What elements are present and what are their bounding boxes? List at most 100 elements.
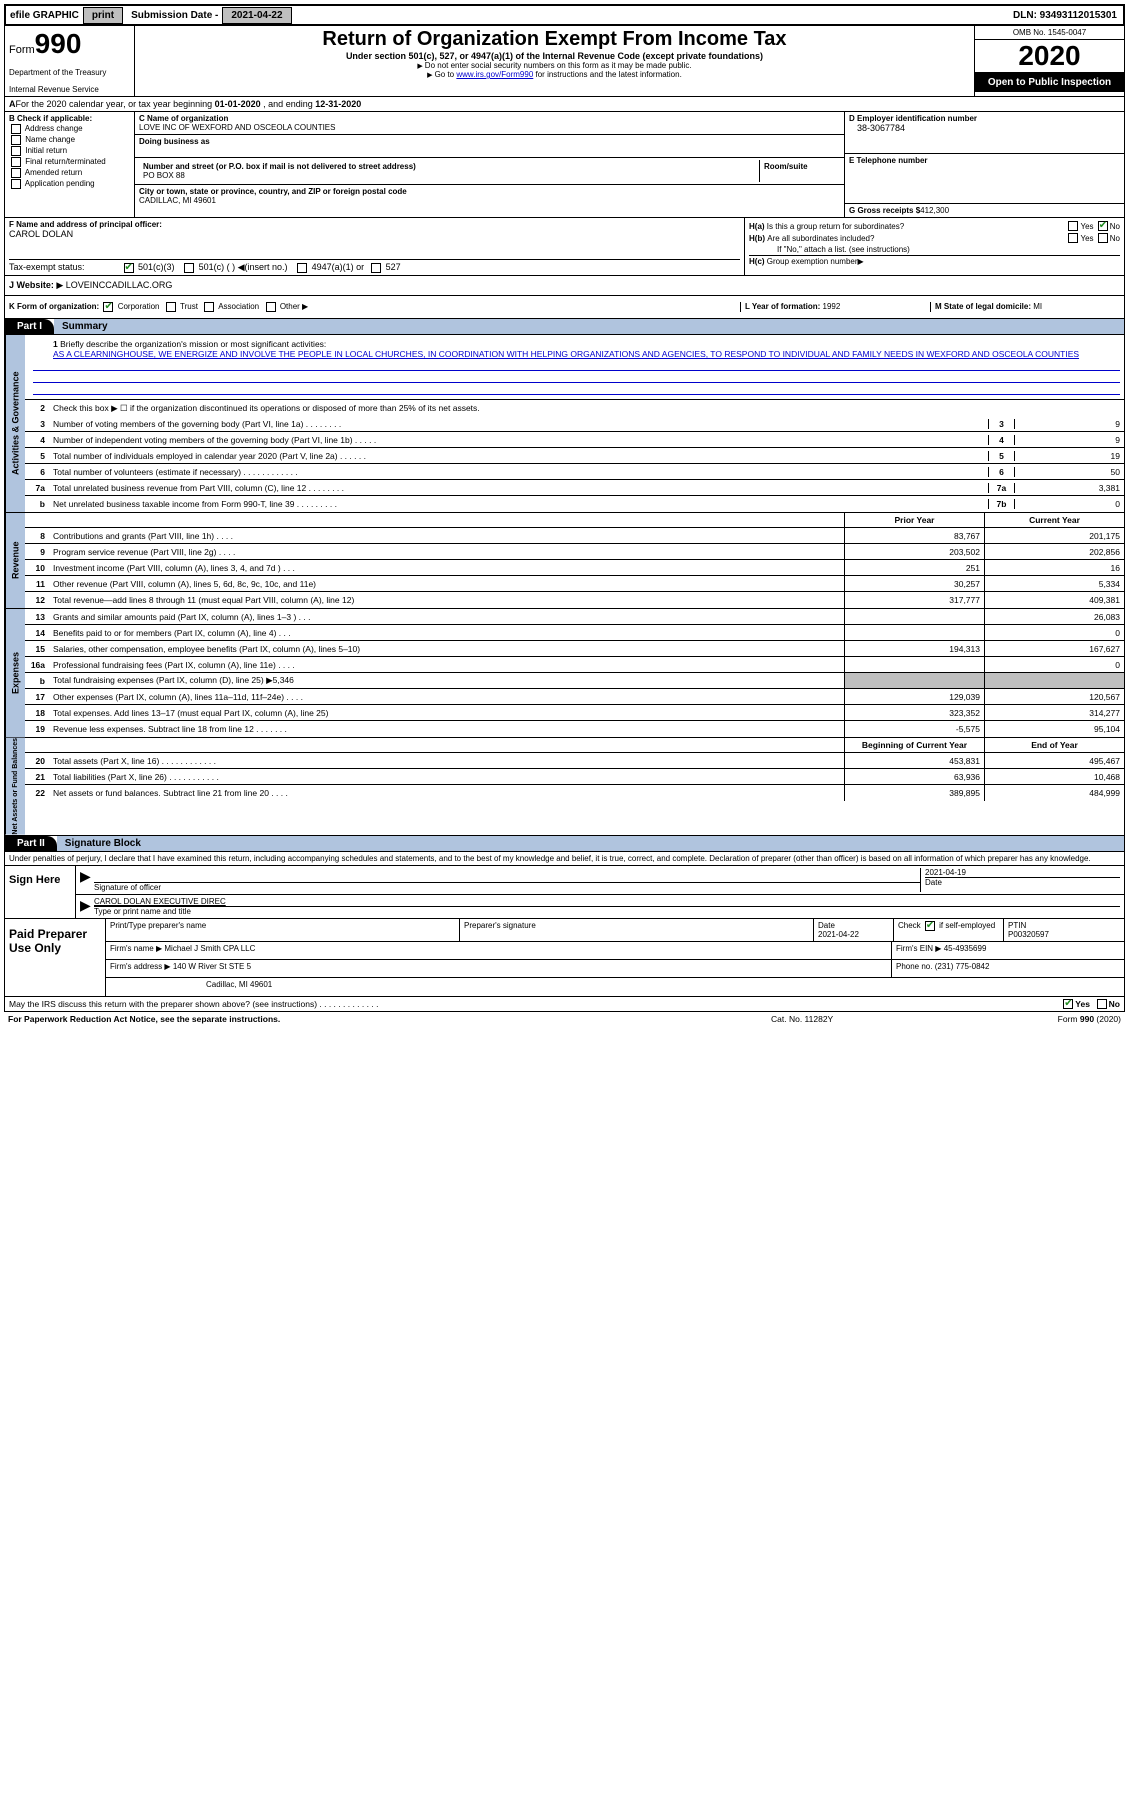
irs-label: Internal Revenue Service xyxy=(9,85,130,94)
street-cell: Number and street (or P.O. box if mail i… xyxy=(135,158,844,185)
tax-year: 2020 xyxy=(975,40,1124,73)
checkbox-icon[interactable] xyxy=(11,146,21,156)
current-year-val: 26,083 xyxy=(984,609,1124,624)
prep-print-label: Print/Type preparer's name xyxy=(106,919,460,941)
line-desc: Total unrelated business revenue from Pa… xyxy=(49,481,988,495)
checkbox-icon[interactable] xyxy=(11,124,21,134)
checkbox-icon[interactable] xyxy=(371,263,381,273)
arrow-icon: ▶ xyxy=(80,868,94,892)
summary-line: 4Number of independent voting members of… xyxy=(25,432,1124,448)
prep-row-4: Cadillac, MI 49601 xyxy=(106,978,1124,996)
line-desc: Net unrelated business taxable income fr… xyxy=(49,497,988,511)
line-num: 17 xyxy=(25,689,49,704)
dln-label: DLN: 93493112015301 xyxy=(1013,10,1123,21)
irs-link[interactable]: www.irs.gov/Form990 xyxy=(456,70,533,79)
website-cell: J Website: ▶ LOVEINCCADILLAC.ORG xyxy=(5,276,1124,295)
checkbox-icon[interactable] xyxy=(11,179,21,189)
print-button[interactable]: print xyxy=(83,7,123,24)
current-year-val: 120,567 xyxy=(984,689,1124,704)
net-header: Beginning of Current Year End of Year xyxy=(25,738,1124,753)
no-label: No xyxy=(1110,222,1120,231)
street-block: Number and street (or P.O. box if mail i… xyxy=(139,160,760,182)
checkbox-icon[interactable] xyxy=(11,135,21,145)
hb-note: If "No," attach a list. (see instruction… xyxy=(749,244,1120,255)
current-year-val: 167,627 xyxy=(984,641,1124,656)
ein-label: D Employer identification number xyxy=(849,114,1120,123)
prep-self-emp: Check if self-employed xyxy=(894,919,1004,941)
line-desc: Total revenue—add lines 8 through 11 (mu… xyxy=(49,592,844,608)
checkbox-501c3-icon[interactable] xyxy=(124,263,134,273)
line-desc: Net assets or fund balances. Subtract li… xyxy=(49,785,844,801)
governance-content: 1 Briefly describe the organization's mi… xyxy=(25,335,1124,512)
data-line: 18Total expenses. Add lines 13–17 (must … xyxy=(25,705,1124,721)
firm-ein-val: 45-4935699 xyxy=(944,944,987,953)
checkbox-icon[interactable] xyxy=(266,302,276,312)
line-num: 16a xyxy=(25,657,49,672)
l-year: L Year of formation: 1992 xyxy=(740,302,930,312)
line-desc: Revenue less expenses. Subtract line 18 … xyxy=(49,721,844,737)
line-desc: Total number of individuals employed in … xyxy=(49,449,988,463)
org-name-cell: C Name of organization LOVE INC OF WEXFO… xyxy=(135,112,844,135)
checkbox-icon[interactable] xyxy=(11,168,21,178)
chk-pending: Application pending xyxy=(9,178,130,189)
data-line: 10Investment income (Part VIII, column (… xyxy=(25,560,1124,576)
k-corp: Corporation xyxy=(118,302,160,311)
opt-501c3: 501(c)(3) xyxy=(138,262,175,272)
checkbox-icon[interactable] xyxy=(1068,233,1078,243)
cal-begin: 01-01-2020 xyxy=(215,99,261,109)
prior-year-val: 83,767 xyxy=(844,528,984,543)
checkbox-corp-icon[interactable] xyxy=(103,302,113,312)
checkbox-icon[interactable] xyxy=(1098,233,1108,243)
data-line: 19Revenue less expenses. Subtract line 1… xyxy=(25,721,1124,737)
chk-final: Final return/terminated xyxy=(9,156,130,167)
line1-label: Briefly describe the organization's miss… xyxy=(60,339,326,349)
dept-treasury: Department of the Treasury xyxy=(9,68,130,77)
line-num: 20 xyxy=(25,753,49,768)
no-label: No xyxy=(1110,234,1120,243)
k-form-org: K Form of organization: Corporation Trus… xyxy=(9,302,740,312)
line-val: 50 xyxy=(1014,467,1124,477)
part2-badge: Part II xyxy=(5,836,57,851)
checkbox-icon[interactable] xyxy=(184,263,194,273)
ein-value: 38-3067784 xyxy=(849,123,1120,133)
hc-line: H(c) Group exemption number ▶ xyxy=(749,255,1120,267)
hb-line: H(b) Are all subordinates included? Yes … xyxy=(749,232,1120,244)
sig-officer-line: ▶ Signature of officer 2021-04-19Date xyxy=(76,866,1124,895)
checkbox-checked-icon[interactable] xyxy=(1063,999,1073,1009)
line-desc: Investment income (Part VIII, column (A)… xyxy=(49,560,844,575)
checkbox-icon[interactable] xyxy=(1097,999,1107,1009)
checkbox-icon[interactable] xyxy=(11,157,21,167)
form-header: Form990 Department of the Treasury Inter… xyxy=(4,26,1125,97)
checkbox-icon[interactable] xyxy=(204,302,214,312)
line-box: 7b xyxy=(988,499,1014,509)
summary-line: 5Total number of individuals employed in… xyxy=(25,448,1124,464)
sign-here-block: Sign Here ▶ Signature of officer 2021-04… xyxy=(4,866,1125,919)
checkbox-checked-icon[interactable] xyxy=(925,921,935,931)
current-year-val: 314,277 xyxy=(984,705,1124,720)
note1-text: Do not enter social security numbers on … xyxy=(425,61,692,70)
section-bcd: B Check if applicable: Address change Na… xyxy=(4,112,1125,218)
col-d-ein: D Employer identification number 38-3067… xyxy=(844,112,1124,217)
part2-title: Signature Block xyxy=(57,836,1124,851)
cal-end: 12-31-2020 xyxy=(315,99,361,109)
phone-label: Phone no. xyxy=(896,962,932,971)
penalty-text: Under penalties of perjury, I declare th… xyxy=(4,852,1125,866)
omb-number: OMB No. 1545-0047 xyxy=(975,26,1124,40)
line-desc: Total fundraising expenses (Part IX, col… xyxy=(49,673,844,688)
line-box: 7a xyxy=(988,483,1014,493)
chk-name: Name change xyxy=(9,134,130,145)
line2: 2 Check this box ▶ ☐ if the organization… xyxy=(25,400,1124,416)
part1-badge: Part I xyxy=(5,319,54,334)
current-year-val: 5,334 xyxy=(984,576,1124,591)
checkbox-icon[interactable] xyxy=(1068,221,1078,231)
part1-header-row: Part I Summary xyxy=(4,319,1125,335)
form-label: Form xyxy=(9,44,35,56)
firm-addr-label: Firm's address ▶ xyxy=(110,962,171,971)
line-num: b xyxy=(25,673,49,688)
checkbox-icon[interactable] xyxy=(297,263,307,273)
form-title: Return of Organization Exempt From Incom… xyxy=(139,28,970,51)
line-num: 9 xyxy=(25,544,49,559)
footer-cat: Cat. No. 11282Y xyxy=(771,1014,971,1024)
checkbox-checked-icon[interactable] xyxy=(1098,221,1108,231)
checkbox-icon[interactable] xyxy=(166,302,176,312)
